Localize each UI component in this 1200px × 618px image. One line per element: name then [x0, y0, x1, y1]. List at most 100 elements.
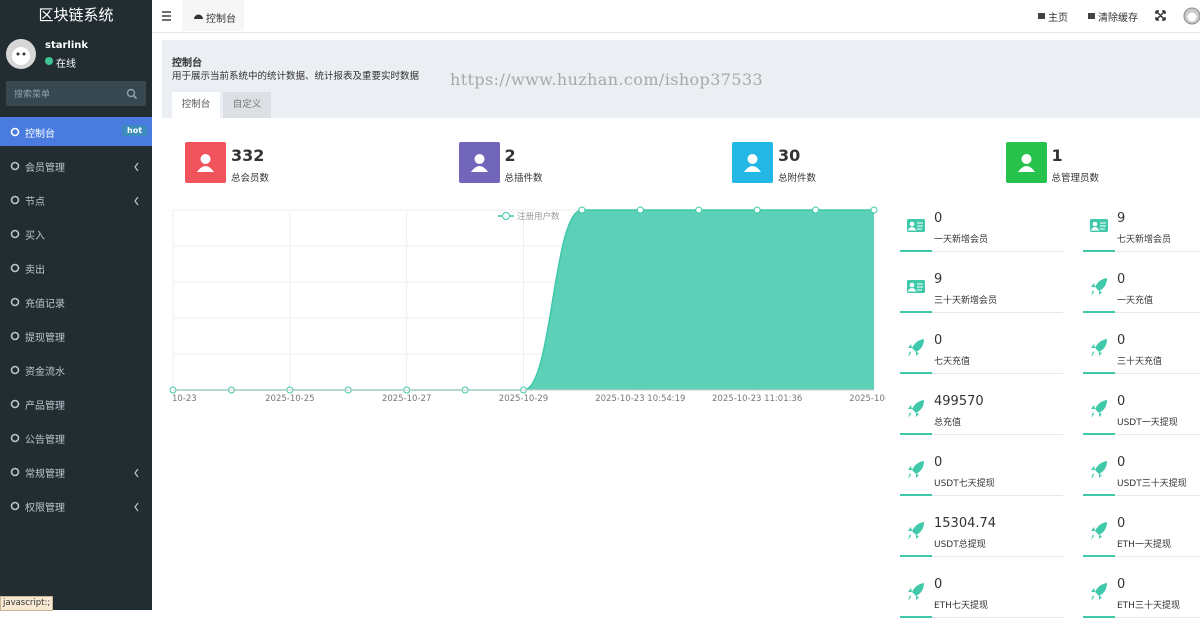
- menu-label: 节点: [25, 197, 45, 208]
- glyph: [474, 154, 484, 164]
- menu-badge: hot: [122, 125, 148, 136]
- card-accent: [1083, 250, 1115, 252]
- top-tab[interactable]: 控制台: [182, 0, 244, 31]
- user-avatar: [6, 39, 36, 69]
- top-link[interactable]: 主页: [1037, 9, 1068, 24]
- icon: [10, 195, 20, 205]
- menu-item[interactable]: 公告管理: [0, 423, 152, 452]
- card-icon: [907, 280, 925, 293]
- card-accent: [1083, 494, 1115, 496]
- point: [578, 206, 586, 214]
- submenu-arrow: [134, 502, 139, 512]
- menu-item[interactable]: 资金流水: [0, 355, 152, 384]
- menu-item[interactable]: 节点: [0, 185, 152, 214]
- card-icon: [908, 400, 924, 418]
- card-value: 0: [1117, 333, 1126, 348]
- search-box[interactable]: 搜索菜单: [6, 81, 146, 106]
- card-accent: [900, 372, 932, 374]
- card-icon: [1091, 461, 1107, 479]
- search-placeholder: 搜索菜单: [14, 90, 51, 100]
- menu-item[interactable]: 买入: [0, 219, 152, 248]
- card-divider: [1083, 556, 1200, 557]
- card-icon: [1091, 278, 1107, 296]
- point: [695, 206, 703, 214]
- menu-icon: [10, 195, 20, 205]
- stat-glyph: [1017, 154, 1035, 172]
- user-name: starlink: [45, 40, 89, 51]
- stat-value: 1: [1051, 146, 1063, 165]
- stat-label: 总管理员数: [1051, 173, 1100, 184]
- menu-label: 常规管理: [25, 469, 65, 480]
- area: [173, 210, 874, 390]
- icon: [10, 399, 20, 409]
- card-divider: [1083, 434, 1200, 435]
- x-tick-label: 2025-10-29: [499, 394, 548, 404]
- menu-icon: [10, 399, 20, 409]
- x-tick-label: 10-23: [172, 394, 197, 404]
- gauge: [194, 14, 203, 19]
- menu-icon: [10, 161, 20, 171]
- menu-item[interactable]: 控制台 hot: [0, 117, 152, 146]
- tab-icon: [194, 14, 203, 19]
- glyph: [1091, 278, 1107, 296]
- glyph: [908, 583, 924, 601]
- card-divider: [900, 495, 1063, 496]
- card-accent: [1083, 372, 1115, 374]
- icon: [10, 501, 20, 511]
- menu-icon: [10, 365, 20, 375]
- menu-label: 会员管理: [25, 163, 65, 174]
- card-divider: [900, 373, 1063, 374]
- card-label: USDT七天提现: [934, 479, 995, 489]
- card-value: 0: [1117, 577, 1126, 592]
- card-value: 15304.74: [934, 516, 997, 531]
- header-tab[interactable]: 控制台: [172, 92, 220, 118]
- stat-label: 总会员数: [231, 173, 270, 184]
- card-divider: [1083, 373, 1200, 374]
- glyph: [909, 221, 915, 227]
- stat-value: 30: [778, 146, 801, 165]
- menu-label: 权限管理: [25, 503, 65, 514]
- menu-item[interactable]: 产品管理: [0, 389, 152, 418]
- top-link[interactable]: 清除缓存: [1087, 9, 1138, 24]
- glyph: [1021, 154, 1031, 164]
- card-icon: [908, 583, 924, 601]
- header-tab[interactable]: 自定义: [223, 92, 271, 118]
- card-value: 0: [1117, 455, 1126, 470]
- menu-item[interactable]: 卖出: [0, 253, 152, 282]
- glyph: [1091, 339, 1107, 357]
- card-label: USDT一天提现: [1117, 418, 1178, 428]
- card-accent: [1083, 433, 1115, 435]
- menu-icon: [10, 433, 20, 443]
- card-icon: [908, 461, 924, 479]
- card-value: 0: [934, 211, 943, 226]
- menu-icon: [10, 331, 20, 341]
- menu-item[interactable]: 会员管理: [0, 151, 152, 180]
- card-label: 七天充值: [934, 357, 971, 367]
- menu-item[interactable]: 常规管理: [0, 457, 152, 486]
- link-icon: [1038, 13, 1045, 19]
- card-value: 0: [934, 455, 943, 470]
- icon: [10, 365, 20, 375]
- arrow: [134, 196, 139, 206]
- menu-label: 资金流水: [25, 367, 65, 378]
- menu-item[interactable]: 提现管理: [0, 321, 152, 350]
- card-value: 0: [934, 577, 943, 592]
- icon: [10, 331, 20, 341]
- card-divider: [1083, 251, 1200, 252]
- stat-glyph: [470, 154, 488, 172]
- card-icon: [908, 522, 924, 540]
- glyph: [744, 166, 761, 172]
- submenu-arrow: [134, 196, 139, 206]
- watermark: https://www.huzhan.com/ishop37533: [450, 70, 764, 89]
- arrow: [134, 162, 139, 172]
- stat-value: 332: [231, 146, 265, 165]
- arrow: [134, 502, 139, 512]
- status-bar: javascript:;: [0, 596, 54, 611]
- glyph: [909, 282, 915, 288]
- card-label: 总充值: [934, 418, 962, 428]
- x-tick-label: 2025-10-23 10:54:19: [595, 394, 685, 404]
- menu-item[interactable]: 权限管理: [0, 491, 152, 520]
- menu-item[interactable]: 充值记录: [0, 287, 152, 316]
- menu-icon: [10, 467, 20, 477]
- menu-label: 提现管理: [25, 333, 65, 344]
